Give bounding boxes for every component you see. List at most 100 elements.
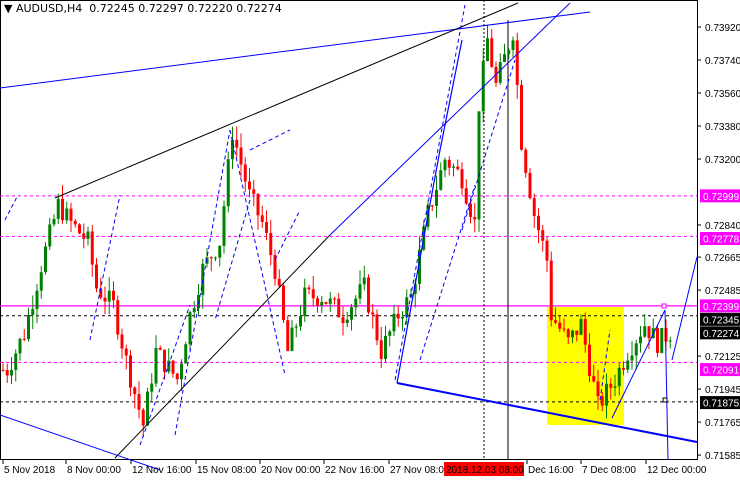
price-tag [700,232,740,245]
candle-body [90,231,94,265]
candle-body [541,230,545,241]
candle-body [435,189,438,206]
price-tag-label: 0.72999 [703,192,740,203]
candle-body [188,312,192,345]
candle-body [634,343,638,356]
candle-body [605,383,608,406]
candle-body [86,231,90,239]
candle-body [345,319,349,324]
x-tick-label: 7 Dec 08:00 [582,465,636,476]
y-tick-label: 0.73380 [705,122,740,133]
crosshair-time-label: 2018.12.03 08:00 [446,465,524,476]
trend-line [329,2,571,236]
y-tick-label: 0.73740 [705,56,740,67]
candle-body [328,298,332,304]
candle-body [609,383,613,388]
price-tag [700,363,740,377]
candle-body [290,327,294,351]
candle-body [371,312,375,315]
x-tick-label: 20 Nov 00:00 [261,465,321,476]
candle-body [82,233,86,239]
anchor-point [662,397,668,403]
candle-body [14,353,18,370]
candle-body [282,285,285,321]
wave-line [671,256,698,361]
candle-body [141,409,145,426]
wave-line [439,39,463,151]
y-tick-label: 0.72840 [705,221,740,232]
candle-body [222,206,226,246]
price-tag-label: 0.72778 [703,235,740,246]
candle-body [392,313,396,332]
candle-body [171,360,175,374]
wave-dashed [461,59,516,231]
y-tick-label: 0.71585 [705,451,740,462]
anchor-point [661,303,667,309]
candle-body [388,331,392,336]
price-tag-label: 0.72399 [703,302,740,313]
candle-body [511,40,515,51]
candle-body [405,297,409,317]
candle-body [668,340,672,342]
candle-body [286,320,290,351]
candle-body [443,159,447,171]
candle-body [10,369,13,376]
candle-body [112,290,115,301]
chart-title: ▼ AUDUSD,H4 0.72245 0.72297 0.72220 0.72… [4,2,282,15]
symbol-label: AUDUSD,H4 [15,2,83,15]
candle-body [167,360,171,372]
x-tick-label: 15 Nov 08:00 [197,465,257,476]
candle-body [299,316,302,327]
candle-body [44,246,47,273]
candle-body [197,295,200,309]
candle-body [617,367,621,387]
trend-line-black [114,234,331,459]
candle-body [150,383,154,392]
candle-body [307,287,311,290]
candle-body [120,334,124,349]
candle-body [558,322,562,329]
candle-body [575,330,579,335]
candle-body [39,272,43,291]
candle-body [520,84,523,150]
wave-dashed [249,129,291,151]
ohlc-readout: 0.72245 0.72297 0.72220 0.72274 [89,2,282,15]
price-tag [700,326,740,340]
candle-body [354,298,358,308]
candle-body [418,249,421,284]
candle-body [498,62,502,83]
candle-body [430,205,434,207]
candle-body [52,218,56,225]
candle-body [413,283,417,295]
candle-body [647,326,651,339]
candle-body [107,290,111,302]
candle-body [129,355,132,388]
trend-line [0,11,591,89]
candle-body [95,264,98,289]
candle-body [333,298,336,300]
candle-body [316,298,319,306]
candle-body [256,194,260,216]
candle-body [367,277,370,313]
triangle-down-icon[interactable]: ▼ [4,2,16,15]
price-tag-label: 0.72091 [703,366,740,377]
wave-dashed [419,184,476,361]
candle-body [31,309,35,315]
x-tick-label: 8 Nov 00:00 [67,465,121,476]
candle-body [613,386,617,388]
candle-body [65,208,69,221]
wave-line [396,149,441,384]
candle-body [401,316,404,319]
candle-body [477,111,481,220]
candle-body [639,336,642,344]
x-tick-label: 12 Dec 00:00 [647,465,707,476]
price-tag-label: 0.72345 [703,315,740,326]
candle-body [180,363,183,380]
candle-body [341,317,345,324]
candle-body [61,198,64,221]
candle-body [596,381,600,397]
candle-body [537,215,540,231]
x-tick-label: 5 Nov 2018 [4,465,56,476]
